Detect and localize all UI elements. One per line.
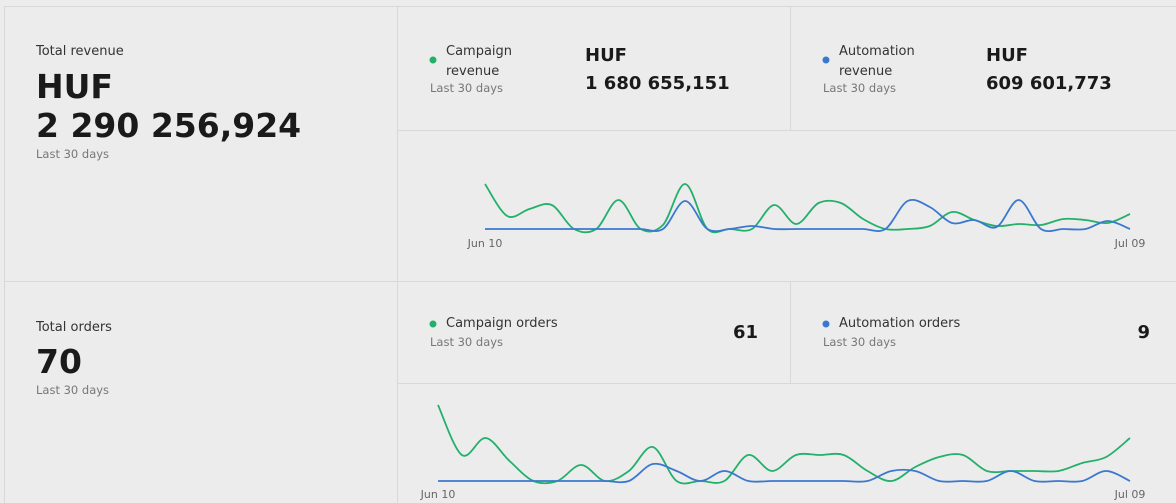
card-currency: HUF <box>986 45 1028 66</box>
card-period: Last 30 days <box>823 81 897 95</box>
orders-value: 70 <box>36 342 82 381</box>
orders-period: Last 30 days <box>36 383 110 397</box>
orders-title: Total orders <box>36 320 112 335</box>
borders <box>4 6 1176 503</box>
revenue-currency: HUF <box>36 67 113 106</box>
card-value: 609 601,773 <box>986 73 1112 94</box>
series-line <box>437 404 1131 485</box>
card-period: Last 30 days <box>430 335 504 349</box>
card-label: Campaign revenue <box>446 44 513 79</box>
card-value: 61 <box>732 322 758 343</box>
x-tick-label: Jul 09 <box>1114 237 1146 250</box>
series-line <box>438 462 1131 484</box>
card-period: Last 30 days <box>430 81 504 95</box>
revenue-period: Last 30 days <box>36 147 110 161</box>
x-tick-label: Jun 10 <box>467 237 503 250</box>
x-tick-label: Jun 10 <box>420 488 456 501</box>
legend-dot <box>822 56 830 64</box>
card-label: Automation revenue <box>839 44 915 79</box>
legend-dot <box>429 56 437 64</box>
x-tick-label: Jul 09 <box>1114 488 1146 501</box>
card-value: 9 <box>1137 322 1150 343</box>
card-period: Last 30 days <box>823 335 897 349</box>
legend-dot <box>822 320 830 328</box>
revenue-title: Total revenue <box>36 44 124 59</box>
card-value: 1 680 655,151 <box>585 73 730 94</box>
legend-dot <box>429 320 437 328</box>
card-label: Campaign orders <box>446 316 558 331</box>
series-line <box>484 198 1131 233</box>
card-label: Automation orders <box>839 316 961 331</box>
card-currency: HUF <box>585 45 627 66</box>
series-line <box>484 183 1131 234</box>
revenue-value: 2 290 256,924 <box>36 106 302 145</box>
